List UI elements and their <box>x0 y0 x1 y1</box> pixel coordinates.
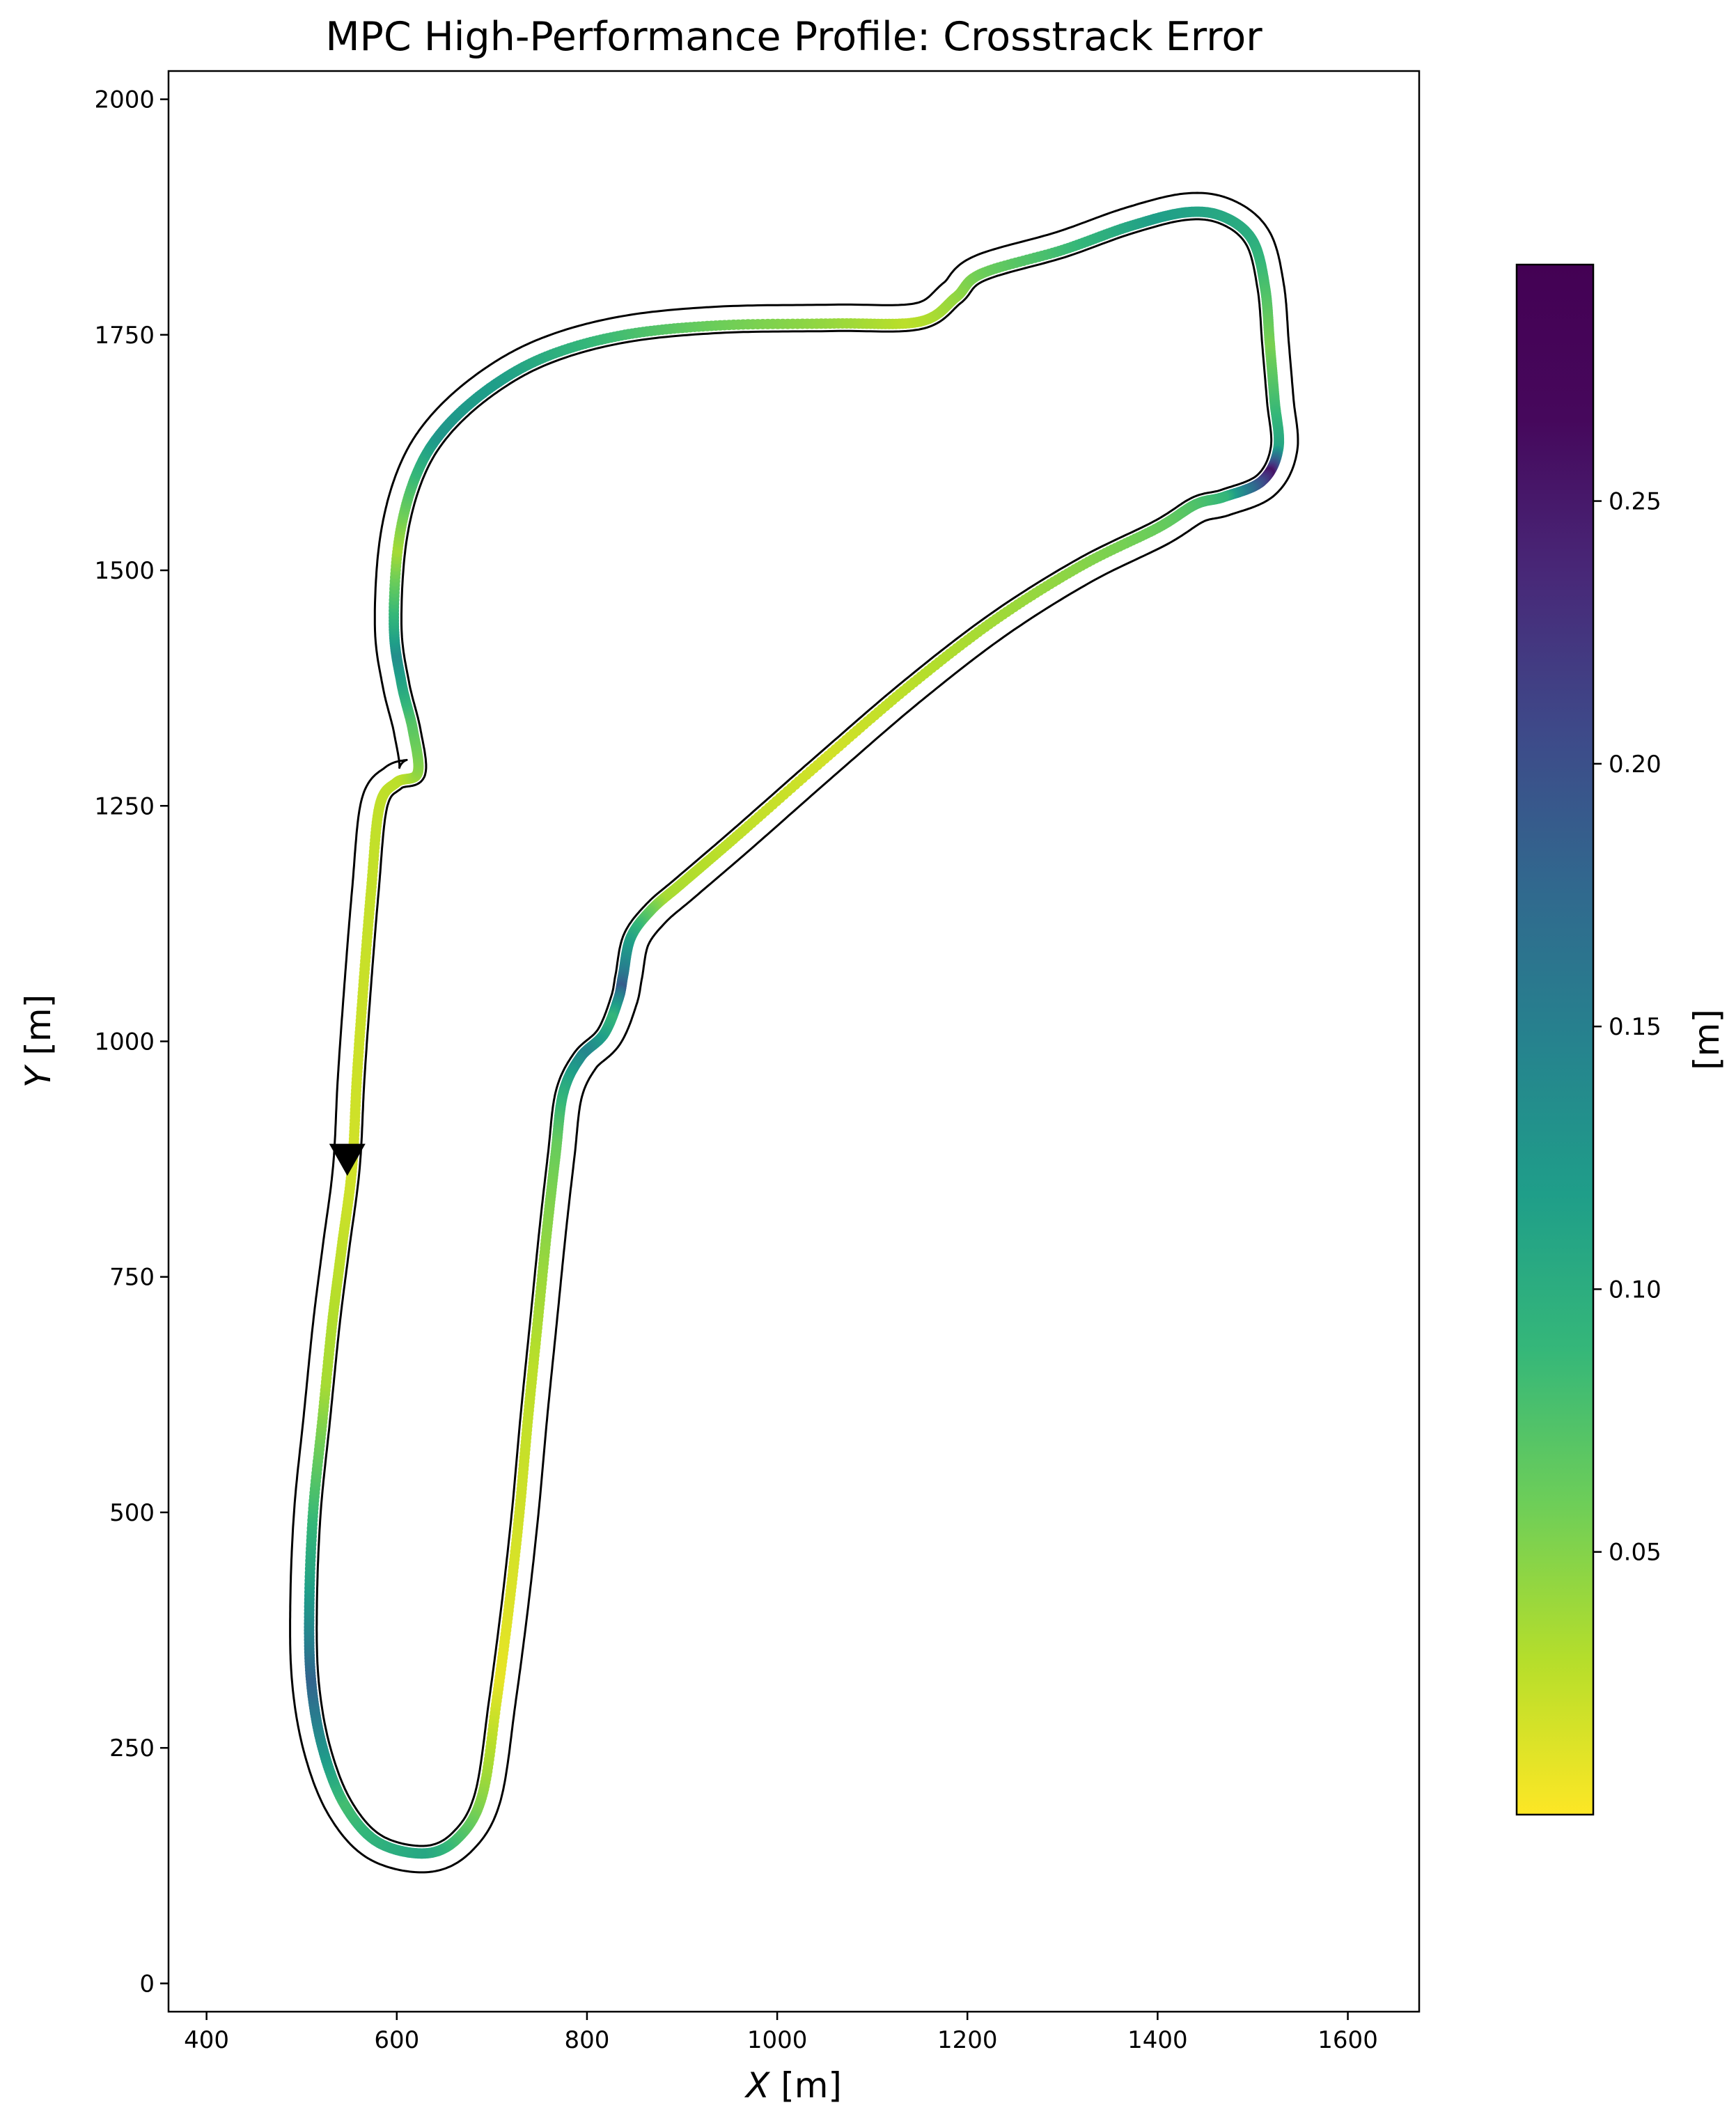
colorbar-tick-label: 0.05 <box>1609 1539 1661 1567</box>
x-tick-label: 1400 <box>1127 2026 1188 2054</box>
track-boundary-outer <box>289 191 1299 1874</box>
colorbar-tick-label: 0.25 <box>1609 488 1661 516</box>
colorbar: 0.05 0.10 0.15 0.20 0.25 [m] <box>1515 263 1727 1816</box>
colorbar-label: [m] <box>1687 1009 1727 1070</box>
x-tick-label: 1000 <box>747 2026 808 2054</box>
y-tick-label: 250 <box>109 1735 155 1762</box>
track-boundary-inner <box>315 218 1273 1847</box>
x-tick-label: 1600 <box>1317 2026 1378 2054</box>
colorbar-tick-label: 0.20 <box>1609 751 1661 778</box>
colorbar-ticks: 0.05 0.10 0.15 0.20 0.25 <box>1593 488 1661 1567</box>
x-tick-label: 1200 <box>937 2026 998 2054</box>
trajectory-points <box>304 206 1285 1859</box>
x-tick-label: 800 <box>564 2026 609 2054</box>
y-tick-label: 750 <box>109 1264 155 1292</box>
x-tick-label: 400 <box>184 2026 229 2054</box>
plot-area <box>167 70 1421 2013</box>
x-tick-label: 600 <box>374 2026 419 2054</box>
chart-title: MPC High-Performance Profile: Crosstrack… <box>325 14 1262 60</box>
y-axis-label: Y [m] <box>18 994 58 1088</box>
colorbar-tick-label: 0.15 <box>1609 1013 1661 1041</box>
y-tick-label: 500 <box>109 1499 155 1527</box>
y-tick-label: 1500 <box>94 557 155 585</box>
start-direction-marker <box>329 1143 366 1176</box>
x-axis: 400 600 800 1000 1200 1400 1600 <box>184 2012 1378 2054</box>
colorbar-gradient <box>1515 263 1595 1816</box>
marker-layer <box>329 1143 366 1176</box>
y-tick-label: 0 <box>139 1970 155 1998</box>
y-tick-label: 1250 <box>94 792 155 820</box>
colorbar-tick-label: 0.10 <box>1609 1276 1661 1304</box>
y-tick-label: 1750 <box>94 322 155 350</box>
x-axis-label: X [m] <box>744 2065 842 2106</box>
y-tick-label: 1000 <box>94 1028 155 1056</box>
track-layer <box>289 191 1299 1874</box>
y-tick-label: 2000 <box>94 86 155 114</box>
y-axis: 0 250 500 750 1000 1250 1500 1750 2000 <box>94 86 169 1998</box>
